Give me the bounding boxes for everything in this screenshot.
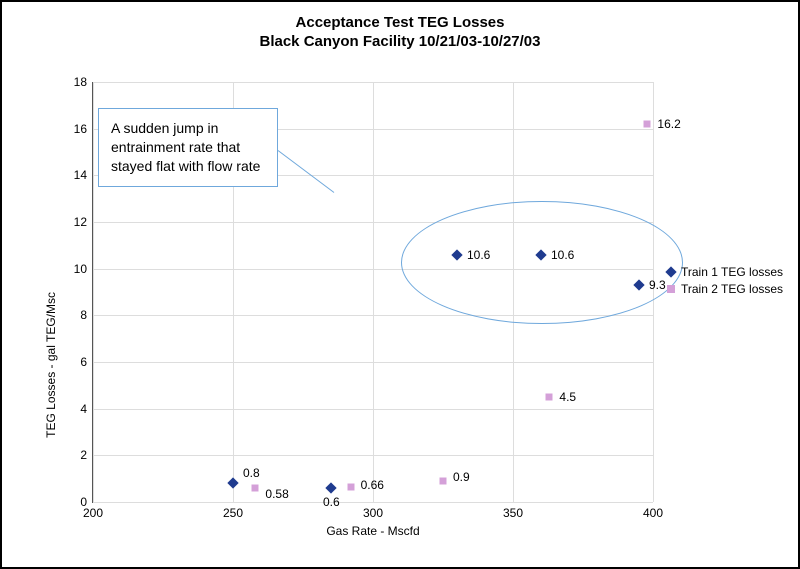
square-marker-icon bbox=[347, 483, 354, 490]
data-label: 4.5 bbox=[559, 390, 576, 404]
callout-text-line: entrainment rate that bbox=[111, 138, 265, 157]
y-tick-label: 8 bbox=[80, 308, 93, 322]
x-tick-label: 350 bbox=[503, 502, 523, 520]
y-tick-label: 18 bbox=[74, 75, 93, 89]
chart-title-line2: Black Canyon Facility 10/21/03-10/27/03 bbox=[2, 33, 798, 52]
y-tick-label: 10 bbox=[74, 262, 93, 276]
data-label: 0.8 bbox=[243, 466, 260, 480]
data-point bbox=[546, 394, 553, 401]
gridline-v bbox=[373, 82, 374, 502]
square-marker-icon bbox=[440, 478, 447, 485]
legend-label: Train 2 TEG losses bbox=[681, 282, 783, 296]
legend-label: Train 1 TEG losses bbox=[681, 265, 783, 279]
y-tick-label: 12 bbox=[74, 215, 93, 229]
square-marker-icon bbox=[252, 485, 259, 492]
y-tick-label: 14 bbox=[74, 168, 93, 182]
chart-title: Acceptance Test TEG Losses Black Canyon … bbox=[2, 14, 798, 52]
chart-title-line1: Acceptance Test TEG Losses bbox=[2, 14, 798, 33]
legend-item: Train 1 TEG losses bbox=[667, 265, 783, 279]
y-tick-label: 4 bbox=[80, 402, 93, 416]
square-marker-icon bbox=[546, 394, 553, 401]
data-label: 0.58 bbox=[265, 487, 288, 501]
diamond-marker-icon bbox=[325, 482, 336, 493]
gridline-v bbox=[93, 82, 94, 502]
legend: Train 1 TEG losses Train 2 TEG losses bbox=[667, 262, 783, 299]
callout-text-line: stayed flat with flow rate bbox=[111, 157, 265, 176]
data-point bbox=[229, 479, 237, 487]
data-point bbox=[440, 478, 447, 485]
data-label: 0.66 bbox=[361, 478, 384, 492]
x-tick-label: 400 bbox=[643, 502, 663, 520]
data-point bbox=[252, 485, 259, 492]
data-label: 0.6 bbox=[323, 495, 340, 509]
callout-box: A sudden jump inentrainment rate thatsta… bbox=[98, 108, 278, 187]
y-axis-label: TEG Losses - gal TEG/Msc bbox=[44, 292, 58, 438]
data-label: 0.9 bbox=[453, 470, 470, 484]
data-point bbox=[327, 484, 335, 492]
data-point bbox=[347, 483, 354, 490]
y-tick-label: 6 bbox=[80, 355, 93, 369]
x-tick-label: 200 bbox=[83, 502, 103, 520]
legend-item: Train 2 TEG losses bbox=[667, 282, 783, 296]
chart-frame: Acceptance Test TEG Losses Black Canyon … bbox=[0, 0, 800, 569]
y-tick-label: 16 bbox=[74, 122, 93, 136]
diamond-marker-icon bbox=[227, 478, 238, 489]
x-tick-label: 250 bbox=[223, 502, 243, 520]
square-marker-icon bbox=[667, 285, 675, 293]
data-point bbox=[644, 121, 651, 128]
diamond-marker-icon bbox=[665, 266, 676, 277]
data-label: 16.2 bbox=[657, 117, 680, 131]
x-axis-label: Gas Rate - Mscfd bbox=[326, 524, 419, 538]
square-marker-icon bbox=[644, 121, 651, 128]
x-tick-label: 300 bbox=[363, 502, 383, 520]
callout-text-line: A sudden jump in bbox=[111, 119, 265, 138]
callout-ellipse bbox=[401, 201, 683, 324]
y-tick-label: 2 bbox=[80, 448, 93, 462]
